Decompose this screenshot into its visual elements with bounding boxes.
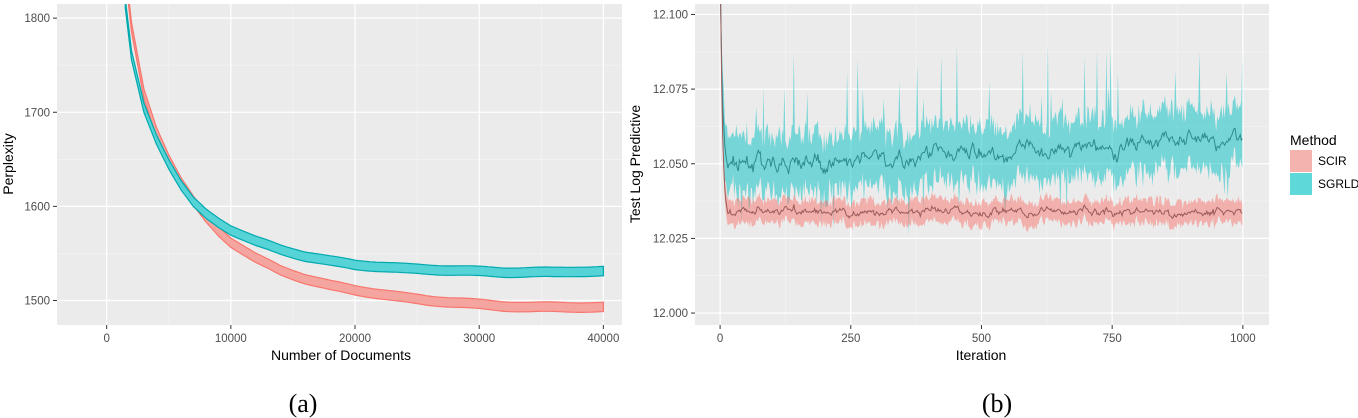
chart-b-y-axis-label: Test Log Predictive xyxy=(627,105,643,223)
caption-b: (b) xyxy=(982,389,1012,418)
y-tick-label: 12.025 xyxy=(653,233,688,245)
chart-a-y-axis-label: Perplexity xyxy=(0,133,16,194)
y-tick-label: 1500 xyxy=(24,296,50,308)
y-tick-label: 12.100 xyxy=(653,9,688,21)
y-tick-label: 1800 xyxy=(24,13,50,25)
chart-b-tick-labels: 0 250 500 750 1000 12.000 12.025 12.050 12.075 12… xyxy=(653,9,1256,345)
x-tick-label: 250 xyxy=(841,333,860,345)
x-tick-label: 30000 xyxy=(463,333,495,345)
series-scir xyxy=(127,4,605,313)
x-tick-label: 1000 xyxy=(1230,333,1256,345)
chart-b-test-log-predictive: 0 250 500 750 1000 12.000 12.025 12.050 12.075 12… xyxy=(627,4,1358,418)
x-tick-label: 20000 xyxy=(339,333,371,345)
band-sgrld xyxy=(720,4,1243,236)
legend-title: Method xyxy=(1290,132,1337,148)
y-tick-label: 12.000 xyxy=(653,308,688,320)
mean-line-sgrld xyxy=(720,4,1243,176)
band-scir xyxy=(127,4,605,313)
x-tick-label: 40000 xyxy=(587,333,619,345)
y-tick-label: 1600 xyxy=(24,201,50,213)
legend-key-scir xyxy=(1290,150,1312,172)
mean-line-scir xyxy=(720,4,1243,220)
legend-key-sgrld xyxy=(1290,173,1312,195)
chart-a-x-axis-label: Number of Documents xyxy=(271,347,411,363)
chart-a-tick-labels: 0 10000 20000 30000 40000 1500 1600 1700 1800 xyxy=(24,13,619,345)
series-scir xyxy=(720,4,1243,232)
chart-a-series xyxy=(124,4,605,313)
series-sgrld xyxy=(720,4,1243,236)
legend: Method SCIR SGRLD xyxy=(1290,132,1358,195)
chart-a-perplexity: 0 10000 20000 30000 40000 1500 1600 1700 1800 Nu… xyxy=(0,4,622,418)
x-tick-label: 750 xyxy=(1103,333,1122,345)
caption-a: (a) xyxy=(289,389,318,418)
chart-b-series xyxy=(720,4,1243,236)
y-tick-label: 12.075 xyxy=(653,84,688,96)
x-tick-label: 500 xyxy=(972,333,991,345)
x-tick-label: 0 xyxy=(103,333,109,345)
chart-b-x-axis-label: Iteration xyxy=(956,347,1007,363)
x-tick-label: 10000 xyxy=(215,333,247,345)
band-scir xyxy=(720,4,1243,232)
band-sgrld xyxy=(124,4,605,279)
series-sgrld xyxy=(124,4,605,279)
y-tick-label: 1700 xyxy=(24,107,50,119)
legend-label-sgrld: SGRLD xyxy=(1318,177,1358,191)
x-tick-label: 0 xyxy=(717,333,723,345)
legend-label-scir: SCIR xyxy=(1318,154,1347,168)
y-tick-label: 12.050 xyxy=(653,159,688,171)
